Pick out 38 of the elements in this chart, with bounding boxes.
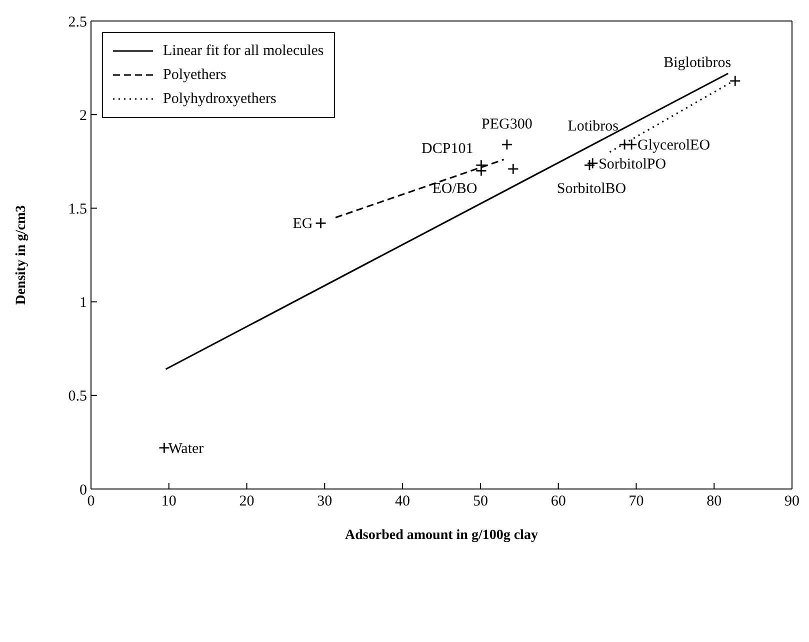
y-tick-label: 1	[80, 295, 87, 312]
point	[729, 75, 741, 87]
x-axis-title: Adsorbed amount in g/100g clay	[345, 528, 538, 543]
y-tick-label: 0	[80, 482, 87, 498]
x-tick-label: 90	[784, 494, 800, 510]
annotation: SorbitolBO	[556, 181, 626, 198]
x-tick-label: 60	[550, 494, 566, 510]
y-tick-label: 1.5	[68, 202, 87, 218]
point	[501, 138, 513, 150]
annotation: SorbitolPO	[598, 156, 666, 172]
y-axis-title: Density in g/cm3	[14, 205, 29, 305]
legend-label: Polyhydroxyethers	[163, 90, 276, 108]
y-tick-label: 2	[80, 108, 87, 124]
annotation: Water	[168, 440, 204, 457]
annotation: Lotibros	[568, 118, 619, 135]
x-tick-label: 70	[628, 494, 644, 510]
annotation: GlycerolEO	[638, 138, 710, 154]
x-tick-label: 40	[395, 494, 410, 510]
legend-label: Polyethers	[163, 66, 226, 84]
annotation: EG	[292, 216, 313, 232]
point	[507, 163, 519, 175]
x-tick-label: 20	[239, 494, 254, 510]
annotation: EO/BO	[432, 180, 478, 197]
point	[586, 158, 598, 169]
annotation: DCP101	[422, 141, 474, 158]
x-tick-label: 80	[706, 494, 722, 510]
point	[476, 165, 487, 176]
legend-label: Linear fit for all molecules	[163, 42, 324, 60]
point	[584, 159, 596, 171]
point	[626, 138, 638, 150]
y-tick-label: 2.5	[68, 14, 87, 30]
annotation: PEG300	[482, 116, 532, 133]
x-tick-label: 10	[161, 494, 176, 510]
annotation: Biglotibros	[664, 54, 732, 71]
x-tick-label: 30	[317, 494, 332, 510]
x-tick-label: 50	[472, 494, 488, 510]
y-tick-label: 0.5	[68, 388, 87, 405]
point	[315, 217, 326, 229]
